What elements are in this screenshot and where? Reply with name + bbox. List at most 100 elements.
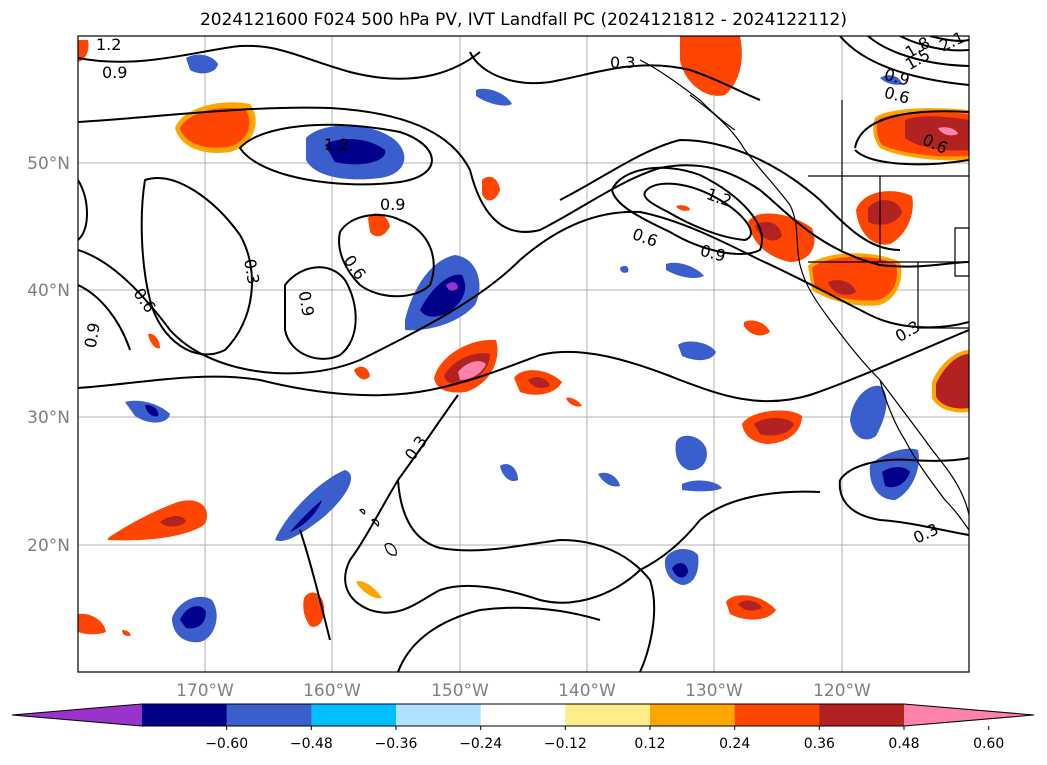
neg-blob	[476, 88, 512, 106]
neg-blob	[290, 500, 322, 532]
lon-label: 140°W	[558, 681, 616, 701]
lon-label: 170°W	[176, 681, 234, 701]
pv-contour	[839, 36, 969, 86]
negative-anomalies	[125, 54, 919, 643]
contour-label: 0.9	[295, 290, 318, 318]
neg-blob	[180, 606, 206, 629]
colorbar-tick-label: 0.24	[719, 736, 750, 752]
neg-blob	[682, 480, 722, 492]
colorbar-tick-label: 0.12	[634, 736, 665, 752]
contour-label: 0.3	[892, 317, 924, 346]
lat-label: 20°N	[27, 536, 70, 556]
pv-contour	[839, 457, 969, 481]
colorbar-tick-label: −0.36	[375, 736, 418, 752]
neg-blob	[325, 138, 386, 165]
pv-contours	[78, 36, 969, 672]
baja-coast	[879, 379, 969, 531]
pos-blob	[755, 221, 782, 241]
pv-contour	[854, 149, 969, 166]
pos-blob	[303, 592, 325, 627]
pos-blob	[748, 213, 815, 262]
lat-label: 40°N	[27, 281, 70, 301]
lat-label: 30°N	[27, 408, 70, 428]
colorbar-tick-label: −0.60	[205, 736, 248, 752]
pv-contour	[78, 106, 969, 268]
neg-blob	[672, 563, 688, 578]
pv-contour	[78, 179, 88, 241]
pos-blob	[738, 600, 762, 611]
pos-blob	[482, 176, 500, 201]
neg-blob	[446, 282, 458, 291]
pv-contour	[929, 36, 969, 42]
colorbar-outline	[11, 703, 1035, 727]
contour-label: 1.2	[324, 135, 349, 154]
pv-contour	[643, 182, 752, 242]
pos-blob	[180, 108, 250, 148]
pv-contour	[469, 51, 761, 101]
contour-label: 0.9	[102, 63, 127, 82]
map-title: 2024121600 F024 500 hPa PV, IVT Landfall…	[199, 10, 847, 30]
neg-blob	[500, 463, 518, 482]
alaska-coast	[639, 59, 736, 131]
north-america-coast	[689, 94, 969, 516]
pv-contour	[867, 36, 969, 67]
pos-blob	[680, 36, 742, 96]
contour-label: 1.2	[96, 35, 121, 54]
neg-blob	[678, 341, 716, 361]
neg-blob	[598, 472, 620, 487]
pos-blob	[566, 397, 582, 407]
colorbar: −0.60 −0.48 −0.36 −0.24 −0.12 0.12 0.24 0.36 0.4…	[11, 703, 1035, 752]
pv-contour	[78, 284, 131, 351]
pv-contour	[78, 44, 481, 80]
neg-blob	[275, 470, 351, 541]
neg-blob	[186, 54, 218, 74]
neg-blob	[666, 262, 704, 278]
colorbar-tick-label: −0.24	[459, 736, 502, 752]
pos-blob	[160, 516, 186, 527]
pv-contour	[140, 177, 253, 356]
lon-label: 150°W	[431, 681, 489, 701]
neg-blob	[880, 75, 902, 85]
neg-blob	[125, 400, 170, 423]
contour-label: 0.9	[380, 195, 405, 214]
pos-blob	[938, 127, 958, 136]
pos-blob	[108, 500, 207, 541]
pos-blob	[458, 361, 486, 380]
pv-contour	[397, 606, 601, 672]
pv-contour	[78, 329, 969, 403]
colorbar-bin	[819, 704, 905, 726]
neg-blob	[850, 385, 887, 440]
contour-label: 0.9	[698, 241, 728, 266]
colorbar-extension-min	[12, 704, 142, 726]
positive-anomalies	[78, 36, 969, 636]
pv-contour	[338, 213, 435, 298]
islands	[954, 227, 969, 277]
pos-blob	[868, 200, 902, 225]
colorbar-bin	[565, 704, 651, 726]
pv-contour	[610, 166, 763, 255]
pos-blob	[354, 366, 370, 380]
neg-blob	[620, 265, 629, 273]
colorbar-tick-label: 0.48	[888, 736, 919, 752]
coastlines	[358, 59, 969, 556]
colorbar-bin	[226, 704, 312, 726]
pv-contour	[78, 210, 969, 375]
colorbar-bin	[311, 704, 397, 726]
contour-label: 0.3	[240, 257, 263, 285]
pv-contour	[838, 479, 969, 536]
colorbar-extension-max	[904, 704, 1034, 726]
pos-blob	[122, 630, 131, 636]
pos-blob	[936, 354, 969, 409]
hawaii	[358, 508, 397, 556]
pos-blob	[356, 581, 382, 599]
lon-label: 130°W	[685, 681, 743, 701]
pos-blob	[744, 320, 770, 336]
pv-contour	[299, 529, 331, 641]
pos-blob	[148, 333, 160, 349]
lat-labels: 50°N 40°N 30°N 20°N	[27, 154, 70, 556]
pos-blob	[905, 116, 969, 151]
neg-blob	[145, 404, 159, 417]
plot-frame	[77, 35, 970, 673]
plot-area	[78, 36, 969, 672]
